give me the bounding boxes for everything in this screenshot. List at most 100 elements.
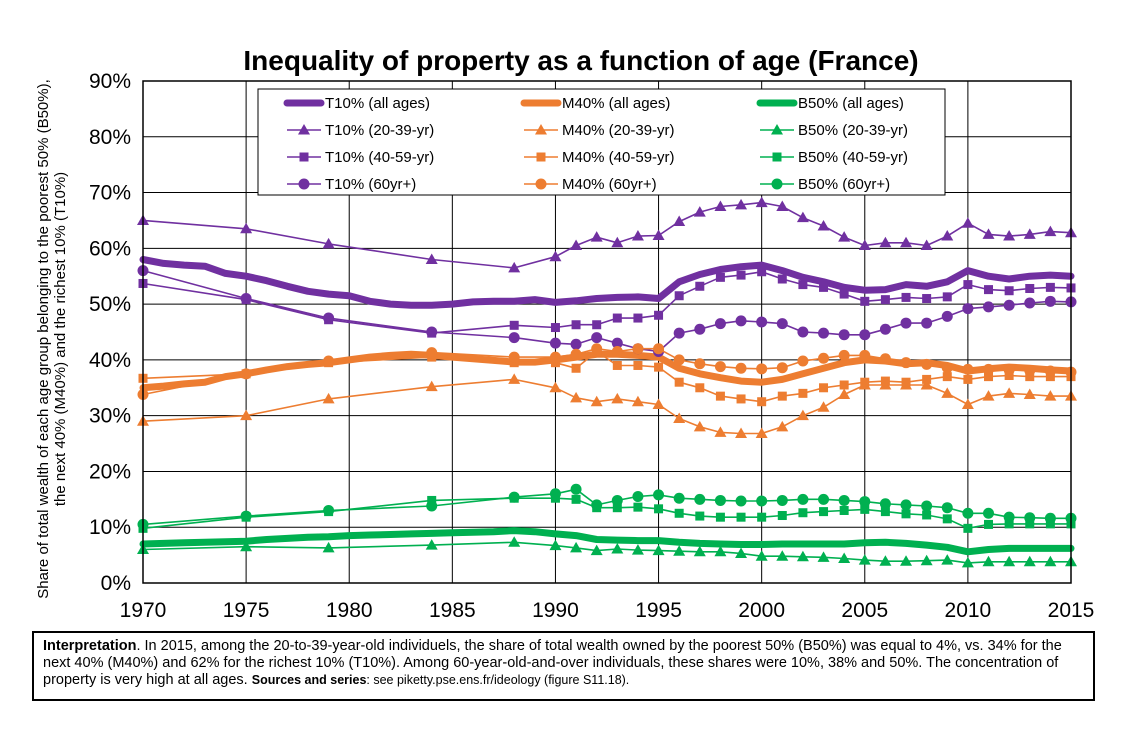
- point-m40-60yr-2012: [1003, 364, 1015, 376]
- x-tick-label-2000: 2000: [738, 599, 785, 622]
- point-b50-20-39-yr-1979: [322, 541, 335, 553]
- point-t10-40-59-yr-2009: [942, 292, 952, 302]
- point-t10-40-59-yr-2012: [1004, 286, 1014, 296]
- point-m40-40-59-yr-2008: [922, 374, 932, 384]
- point-b50-40-59-yr-2002: [798, 508, 808, 518]
- point-m40-20-39-yr-2004: [838, 388, 851, 399]
- chart: Inequality of property as a function of …: [35, 45, 1094, 622]
- point-m40-20-39-yr-2008: [920, 378, 933, 390]
- point-m40-40-59-yr-2011: [984, 372, 994, 382]
- point-m40-60yr-1984: [426, 347, 438, 359]
- point-t10-60yr-1998: [714, 318, 726, 330]
- point-b50-20-39-yr-1991: [570, 541, 583, 553]
- point-b50-40-59-yr-1984: [427, 495, 437, 505]
- y-axis-label-line2: the next 40% (M40%) and the richest 10% …: [52, 172, 69, 506]
- point-b50-20-39-yr-2010: [961, 556, 974, 568]
- point-m40-20-39-yr-2003: [817, 401, 830, 412]
- point-b50-60yr-1992: [591, 499, 603, 511]
- point-b50-60yr-2012: [1003, 511, 1015, 523]
- point-t10-60yr-2013: [1024, 297, 1036, 309]
- legend-label-t10-20-39-yr: T10% (20-39-yr): [325, 122, 434, 139]
- y-axis-label: Share of total wealth of each age group …: [35, 79, 69, 599]
- legend-marker-m40-40-59-yr: [536, 152, 546, 162]
- legend-label-b50-40-59-yr: B50% (40-59-yr): [798, 149, 908, 166]
- point-b50-20-39-yr-2007: [900, 555, 913, 566]
- point-t10-40-59-yr-2006: [880, 295, 890, 305]
- point-t10-60yr-1996: [673, 327, 685, 339]
- point-b50-20-39-yr-2011: [982, 555, 995, 567]
- point-b50-40-59-yr-2007: [901, 509, 911, 519]
- point-t10-20-39-yr-2000: [755, 196, 768, 208]
- point-b50-40-59-yr-1993: [612, 503, 622, 513]
- point-b50-60yr-1979: [323, 504, 335, 516]
- point-t10-20-39-yr-1996: [673, 215, 686, 227]
- point-m40-60yr-2002: [797, 355, 809, 367]
- point-t10-20-39-yr-2012: [1003, 230, 1016, 241]
- interpretation-note: Interpretation. In 2015, among the 20-to…: [32, 631, 1095, 701]
- point-m40-20-39-yr-1995: [652, 398, 665, 410]
- y-tick-label-40: 40%: [89, 349, 131, 372]
- point-t10-40-59-yr-1995: [654, 310, 664, 320]
- point-m40-40-59-yr-2002: [798, 388, 808, 398]
- point-b50-60yr-2004: [838, 494, 850, 506]
- point-t10-20-39-yr-2013: [1023, 228, 1036, 239]
- point-t10-60yr-1992: [591, 332, 603, 344]
- point-m40-20-39-yr-2002: [796, 409, 809, 421]
- point-b50-40-59-yr-2003: [819, 507, 829, 517]
- point-b50-20-39-yr-2002: [796, 550, 809, 562]
- legend-label-m40-all-ages: M40% (all ages): [562, 95, 670, 112]
- point-m40-20-39-yr-1997: [693, 420, 706, 432]
- point-t10-20-39-yr-2006: [879, 236, 892, 248]
- point-m40-20-39-yr-2009: [941, 387, 954, 398]
- point-b50-40-59-yr-1997: [695, 511, 705, 521]
- point-m40-40-59-yr-2001: [777, 391, 787, 401]
- point-m40-20-39-yr-1992: [590, 395, 603, 407]
- point-t10-60yr-2011: [983, 301, 995, 313]
- point-m40-40-59-yr-1999: [736, 394, 746, 404]
- series-t10-40-59-yr: [138, 267, 1076, 338]
- point-b50-40-59-yr-2012: [1004, 519, 1014, 529]
- point-b50-40-59-yr-2000: [757, 512, 767, 522]
- point-m40-60yr-2000: [756, 363, 768, 375]
- point-m40-60yr-2011: [983, 363, 995, 375]
- y-tick-label-80: 80%: [89, 126, 131, 149]
- point-m40-60yr-2004: [838, 349, 850, 361]
- point-t10-60yr-1988: [508, 332, 520, 344]
- point-t10-20-39-yr-2003: [817, 220, 830, 231]
- legend-label-b50-60yr: B50% (60yr+): [798, 176, 890, 193]
- point-m40-20-39-yr-2000: [755, 427, 768, 439]
- point-t10-20-39-yr-1988: [508, 261, 521, 273]
- point-t10-60yr-1997: [694, 323, 706, 335]
- x-tick-label-1975: 1975: [223, 599, 270, 622]
- point-m40-20-39-yr-2012: [1003, 387, 1016, 398]
- point-m40-20-39-yr-1979: [322, 392, 335, 404]
- point-t10-60yr-2009: [941, 310, 953, 322]
- point-b50-60yr-2013: [1024, 512, 1036, 524]
- point-t10-40-59-yr-2001: [777, 274, 787, 284]
- point-b50-40-59-yr-2013: [1025, 519, 1035, 529]
- point-t10-20-39-yr-2009: [941, 230, 954, 241]
- point-t10-40-59-yr-1999: [736, 270, 746, 280]
- y-tick-label-30: 30%: [89, 405, 131, 428]
- point-m40-20-39-yr-1975: [240, 409, 253, 421]
- point-m40-40-59-yr-2004: [839, 380, 849, 390]
- point-b50-40-59-yr-2001: [777, 511, 787, 521]
- point-m40-40-59-yr-1988: [509, 358, 519, 368]
- point-m40-60yr-2005: [859, 349, 871, 361]
- point-t10-20-39-yr-2011: [982, 228, 995, 239]
- point-t10-40-59-yr-1998: [715, 272, 725, 282]
- point-t10-20-39-yr-1984: [425, 253, 438, 264]
- legend-label-t10-60yr: T10% (60yr+): [325, 176, 416, 193]
- point-b50-40-59-yr-1991: [571, 494, 581, 504]
- legend-marker-t10-20-39-yr: [298, 124, 310, 135]
- point-b50-20-39-yr-2008: [920, 554, 933, 566]
- point-t10-40-59-yr-2003: [819, 282, 829, 292]
- point-m40-60yr-2008: [921, 358, 933, 370]
- point-t10-40-59-yr-1992: [592, 320, 602, 330]
- line-t10-20-39-yr: [142, 201, 1072, 269]
- point-b50-60yr-1995: [653, 489, 665, 501]
- point-m40-60yr-2006: [879, 353, 891, 365]
- point-m40-20-39-yr-1998: [714, 426, 727, 437]
- point-b50-60yr-2014: [1044, 512, 1056, 524]
- point-t10-20-39-yr-1991: [570, 239, 583, 251]
